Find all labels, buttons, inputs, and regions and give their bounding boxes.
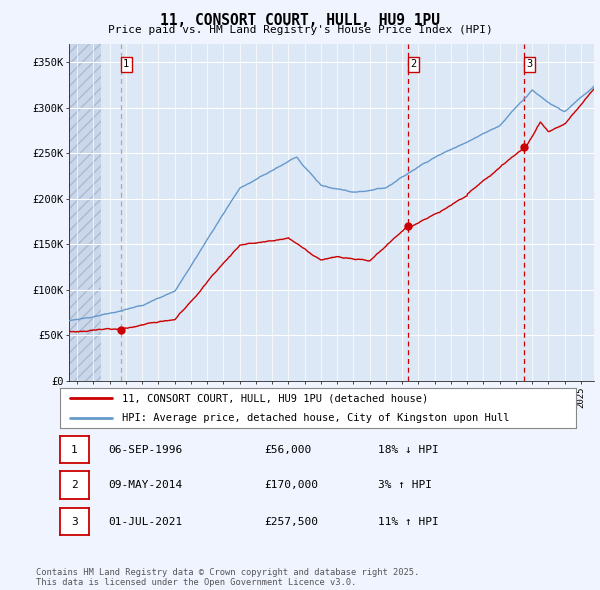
Text: Price paid vs. HM Land Registry's House Price Index (HPI): Price paid vs. HM Land Registry's House … [107,25,493,35]
Text: 3: 3 [527,60,533,70]
Text: 11, CONSORT COURT, HULL, HU9 1PU (detached house): 11, CONSORT COURT, HULL, HU9 1PU (detach… [122,394,428,404]
Text: 3: 3 [71,517,78,526]
Text: £170,000: £170,000 [264,480,318,490]
Text: 3% ↑ HPI: 3% ↑ HPI [378,480,432,490]
Text: £56,000: £56,000 [264,445,311,454]
Text: 11% ↑ HPI: 11% ↑ HPI [378,517,439,526]
Text: 18% ↓ HPI: 18% ↓ HPI [378,445,439,454]
Text: £257,500: £257,500 [264,517,318,526]
Text: HPI: Average price, detached house, City of Kingston upon Hull: HPI: Average price, detached house, City… [122,413,509,422]
Text: 09-MAY-2014: 09-MAY-2014 [108,480,182,490]
Text: 01-JUL-2021: 01-JUL-2021 [108,517,182,526]
Text: 2: 2 [410,60,417,70]
Text: Contains HM Land Registry data © Crown copyright and database right 2025.
This d: Contains HM Land Registry data © Crown c… [36,568,419,587]
Text: 1: 1 [123,60,130,70]
Text: 1: 1 [71,445,78,454]
Text: 2: 2 [71,480,78,490]
Text: 11, CONSORT COURT, HULL, HU9 1PU: 11, CONSORT COURT, HULL, HU9 1PU [160,13,440,28]
Text: 06-SEP-1996: 06-SEP-1996 [108,445,182,454]
